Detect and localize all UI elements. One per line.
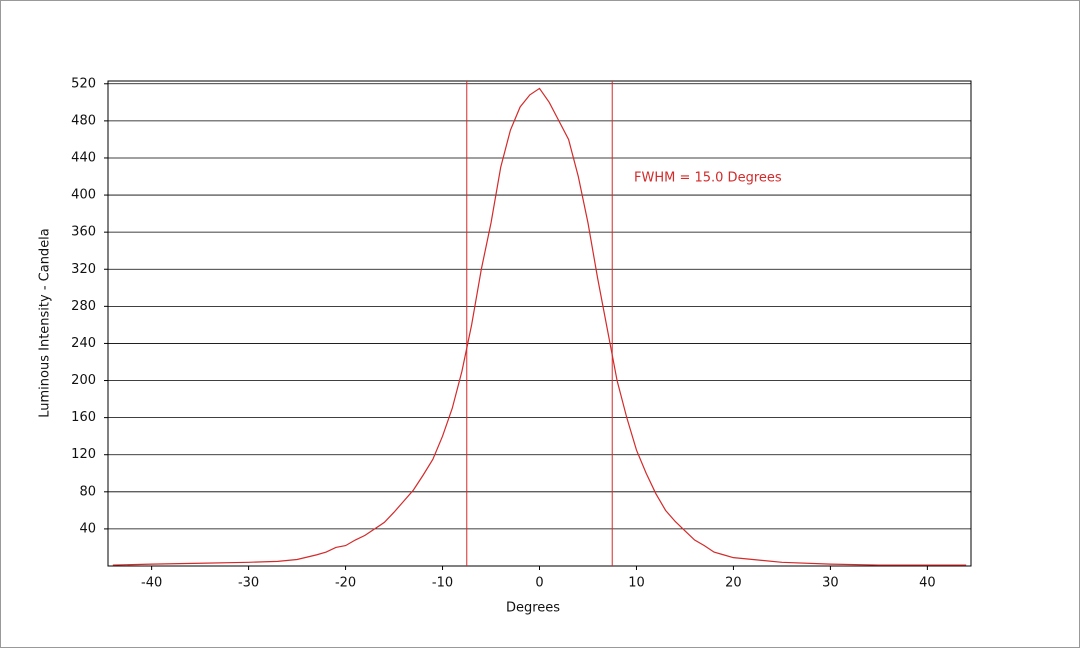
- y-tick-label: 280: [71, 299, 96, 314]
- x-tick-label: 0: [535, 576, 543, 591]
- y-tick-label: 400: [71, 188, 96, 203]
- y-tick-label: 160: [71, 410, 96, 425]
- x-tick-label: 20: [725, 576, 742, 591]
- x-tick-label: 30: [822, 576, 839, 591]
- y-tick-label: 320: [71, 262, 96, 277]
- y-tick-label: 480: [71, 113, 96, 128]
- y-tick-label: 120: [71, 447, 96, 462]
- y-tick-label: 200: [71, 373, 96, 388]
- y-tick-label: 80: [79, 484, 96, 499]
- x-axis-label: Degrees: [506, 601, 560, 616]
- y-axis-label: Luminous Intensity - Candela: [38, 228, 53, 418]
- x-tick-label: 40: [919, 576, 936, 591]
- x-tick-label: -40: [141, 576, 162, 591]
- data-line: [112, 87, 967, 566]
- plot-frame: [107, 80, 972, 567]
- y-tick-label: 240: [71, 336, 96, 351]
- x-tick-label: -10: [432, 576, 453, 591]
- x-tick-label: 10: [628, 576, 645, 591]
- y-tick-label: 360: [71, 225, 96, 240]
- annotation: FWHM = 15.0 Degrees: [634, 171, 782, 186]
- x-tick-label: -30: [238, 576, 259, 591]
- x-tick-label: -20: [335, 576, 356, 591]
- y-tick-label: 520: [71, 76, 96, 91]
- y-tick-label: 40: [79, 521, 96, 536]
- y-tick-label: 440: [71, 150, 96, 165]
